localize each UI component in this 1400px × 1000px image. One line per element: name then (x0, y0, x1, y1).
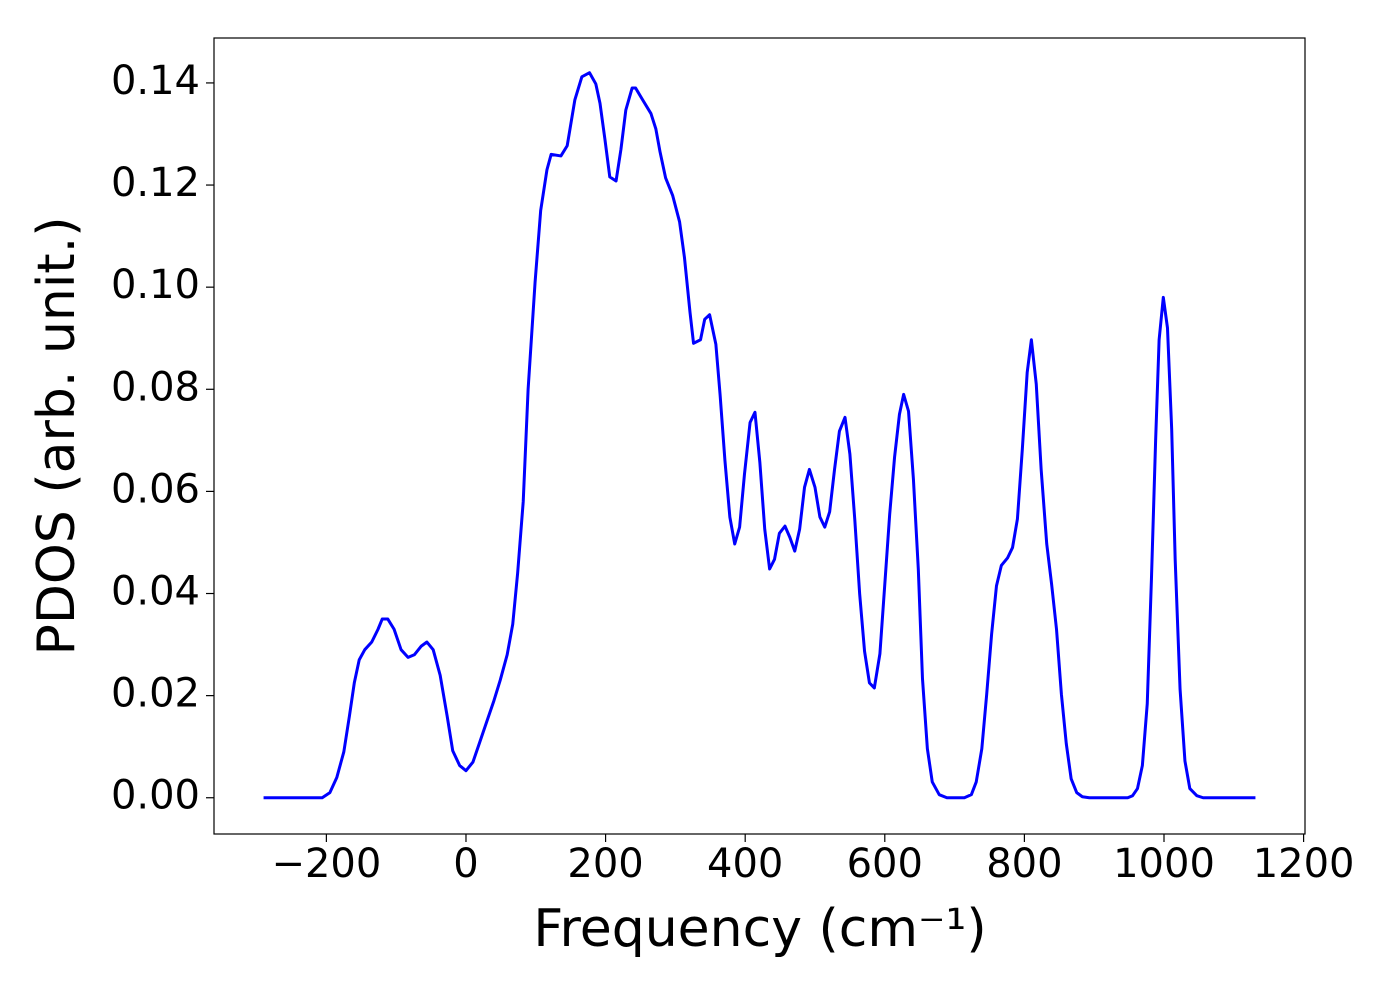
y-tick-label: 0.04 (111, 569, 200, 615)
x-tick-label: 600 (847, 841, 923, 887)
y-tick-label: 0.00 (111, 773, 200, 819)
line-series (263, 71, 1256, 800)
x-axis-label: Frequency (cm⁻¹) (533, 899, 986, 959)
y-tick-label: 0.12 (111, 160, 200, 206)
x-tick-label: −200 (271, 841, 381, 887)
y-axis-label: PDOS (arb. unit.) (27, 216, 87, 655)
y-tick-label: 0.02 (111, 671, 200, 717)
x-tick-label: 1000 (1113, 841, 1215, 887)
y-tick-label: 0.10 (111, 262, 200, 308)
x-tick-label: 400 (707, 841, 783, 887)
plot-frame (213, 37, 1306, 835)
y-tick-label: 0.08 (111, 364, 200, 410)
x-tick-label: 800 (986, 841, 1062, 887)
x-tick-label: 1200 (1253, 841, 1355, 887)
y-tick-label: 0.06 (111, 466, 200, 512)
x-tick-label: 200 (567, 841, 643, 887)
y-tick-label: 0.14 (111, 58, 200, 104)
x-tick-label: 0 (453, 841, 478, 887)
